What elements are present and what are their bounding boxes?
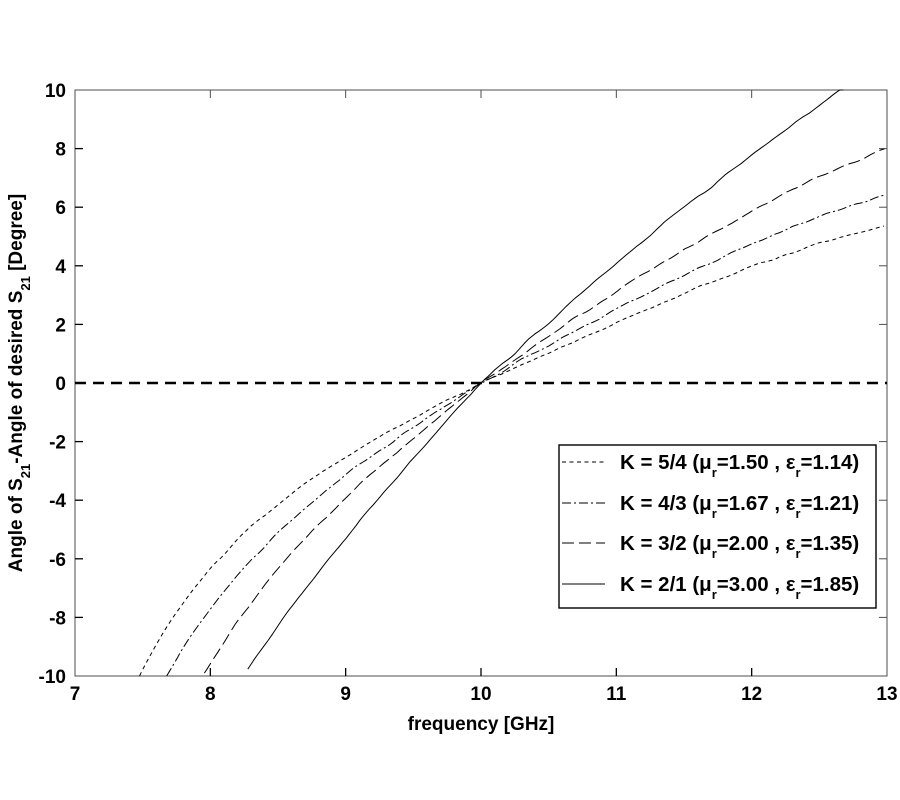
svg-text:13: 13	[876, 684, 897, 705]
svg-text:-8: -8	[49, 608, 66, 629]
svg-text:8: 8	[205, 684, 216, 705]
svg-text:frequency [GHz]: frequency [GHz]	[408, 714, 555, 735]
svg-text:-6: -6	[49, 550, 66, 571]
svg-text:0: 0	[55, 374, 66, 395]
svg-text:12: 12	[741, 684, 762, 705]
svg-text:-10: -10	[39, 667, 66, 688]
svg-text:-2: -2	[49, 433, 66, 454]
svg-text:10: 10	[45, 81, 66, 102]
svg-text:9: 9	[340, 684, 351, 705]
svg-text:8: 8	[55, 140, 66, 161]
svg-text:11: 11	[606, 684, 627, 705]
svg-text:4: 4	[55, 257, 66, 278]
svg-text:7: 7	[70, 684, 81, 705]
svg-text:Angle of S21-Angle of desired: Angle of S21-Angle of desired S21 [Degre…	[6, 194, 33, 572]
svg-text:6: 6	[55, 198, 66, 219]
svg-text:2: 2	[55, 315, 66, 336]
svg-text:10: 10	[470, 684, 491, 705]
svg-text:-4: -4	[49, 491, 66, 512]
